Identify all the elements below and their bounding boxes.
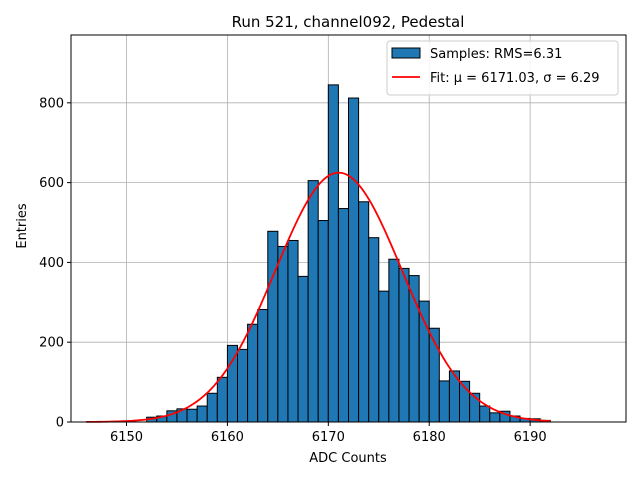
chart-title: Run 521, channel092, Pedestal [232,13,465,31]
legend: Samples: RMS=6.31 Fit: μ = 6171.03, σ = … [386,40,619,96]
histogram-bar [358,201,370,423]
histogram-bar [196,405,208,423]
histogram-bar [438,380,450,423]
histogram-bar [327,84,339,423]
histogram-bar [247,323,259,423]
y-tick-label: 0 [56,416,64,431]
x-tick-label: 6150 [110,430,143,445]
y-tick-label: 400 [39,256,64,271]
x-tick-label: 6170 [312,430,345,445]
legend-swatch-samples [391,47,421,59]
histogram-bar [368,237,380,423]
y-axis-label: Entries [15,203,30,249]
histogram-bar [226,344,238,423]
histogram-bar [267,230,279,423]
histogram-bar [216,376,228,423]
histogram-bar [206,392,218,423]
x-axis-label: ADC Counts [309,451,387,466]
histogram-bar [489,412,501,423]
histogram-bar [388,258,400,423]
fit-curve-layer [86,171,551,423]
histogram-bar [317,220,329,423]
histogram-bars [146,84,551,423]
histogram-bar [277,245,289,423]
histogram-bar [287,239,299,423]
x-tick-label: 6190 [514,430,547,445]
legend-label-fit: Fit: μ = 6171.03, σ = 6.29 [430,71,600,86]
histogram-bar [237,348,249,423]
x-tick-label: 6180 [413,430,446,445]
axis-ticks: 6150 6160 6170 6180 6190 0 200 400 600 800 [39,96,547,445]
histogram-bar [479,405,491,423]
plot-frame [70,34,627,423]
fit-curve [86,171,551,423]
legend-label-samples: Samples: RMS=6.31 [430,47,562,62]
histogram-bar [378,290,390,423]
histogram-bar [307,180,319,423]
histogram-bar [348,97,360,423]
x-tick-label: 6160 [211,430,244,445]
histogram-bar [398,267,410,423]
y-tick-label: 200 [39,336,64,351]
histogram-bar [257,308,269,423]
y-tick-label: 800 [39,96,64,111]
histogram-bar [186,408,198,423]
histogram-bar [297,275,309,423]
legend-box [386,40,619,96]
y-tick-label: 600 [39,176,64,191]
histogram-bar [337,208,349,423]
